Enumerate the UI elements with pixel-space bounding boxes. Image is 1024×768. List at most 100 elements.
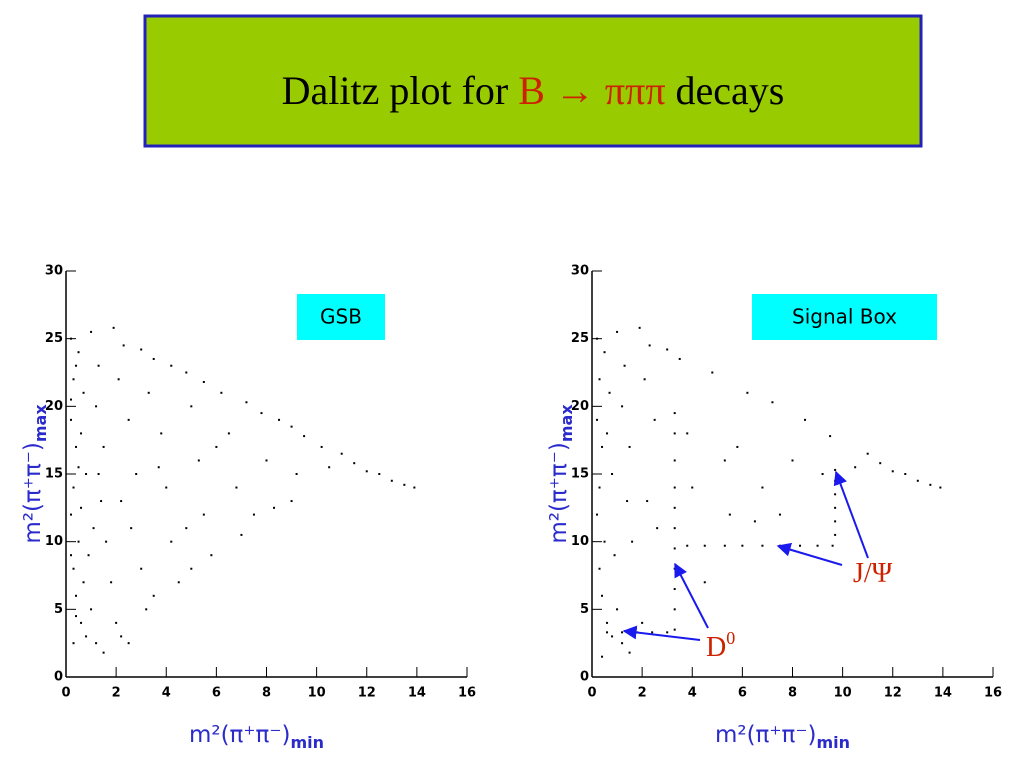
point [290,425,293,428]
point [829,435,832,438]
y-tick-label: 30 [45,264,63,279]
point [626,500,629,503]
x-tick-label: 4 [162,686,171,701]
point [80,621,83,624]
point [210,554,213,557]
point [799,544,802,547]
y-axis-label-text: m²(π⁺π⁻) [20,442,46,544]
point [160,432,163,435]
point [616,608,619,611]
y-tick-label: 5 [580,602,589,617]
point [608,391,611,394]
point [227,432,230,435]
point [120,500,123,503]
point [235,486,238,489]
point [85,635,88,638]
point [834,468,837,471]
title-box [143,14,923,148]
point [75,594,78,597]
x-tick-label: 12 [358,686,376,701]
point [87,554,90,557]
point [611,473,614,475]
legend-label: Signal Box [792,305,897,329]
point [265,459,268,462]
point [95,642,98,645]
point [831,544,834,547]
y-tick-label: 10 [45,534,63,549]
point [601,445,604,448]
point [215,445,218,448]
point [631,540,634,543]
x-axis-label: m²(π⁺π⁻)min [189,722,324,752]
point [295,473,298,475]
x-tick-label: 0 [587,686,596,701]
point [85,473,88,475]
point [596,418,599,421]
point [666,348,669,351]
point [70,554,73,557]
point [82,581,85,584]
point [413,486,416,489]
point [77,351,80,354]
point [673,412,676,415]
point [152,357,155,360]
point [703,544,706,547]
point [603,540,606,543]
point [365,470,368,473]
y-tick-label: 15 [45,467,63,482]
point [866,452,869,455]
point [686,432,689,435]
x-tick-label: 16 [984,686,1002,701]
x-tick-label: 6 [212,686,221,701]
point [290,500,293,503]
point [127,418,130,421]
point [95,405,98,408]
point [939,486,942,489]
point [122,344,125,347]
annotation-arrow [622,625,701,641]
point [606,621,609,624]
point [80,506,83,509]
x-tick-label: 2 [638,686,647,701]
y-tick-label: 0 [54,670,63,685]
point [656,527,659,530]
point [140,348,143,351]
y-tick-label: 30 [571,264,589,279]
x-tick-label: 4 [688,686,697,701]
point [70,513,73,516]
x-tick-label: 8 [788,686,797,701]
point [621,405,624,408]
point [252,513,255,516]
x-axis-label-text: m²(π⁺π⁻) [715,722,817,748]
y-tick-label: 0 [580,670,589,685]
y-axis-label: m²(π⁺π⁻)max [20,404,50,544]
point [736,445,739,448]
point [621,631,624,634]
x-tick-label: 10 [834,686,852,701]
point [673,527,676,530]
point [220,391,223,394]
point [761,544,764,547]
x-tick-label: 12 [884,686,902,701]
point [97,364,100,367]
title-highlight: B → πππ [518,68,665,113]
point [728,513,731,516]
x-tick-label: 10 [308,686,326,701]
point [117,378,120,381]
point [628,445,631,448]
point [120,635,123,638]
point [673,567,676,570]
point [673,608,676,611]
point [72,486,75,489]
legend-box [752,294,937,340]
point [112,326,115,329]
point [598,378,601,381]
annotation-text: J/Ψ [853,558,893,589]
point [202,380,205,383]
point [190,405,193,408]
y-tick-label: 5 [54,602,63,617]
point [691,486,694,489]
x-tick-label: 14 [408,686,426,701]
point [77,466,80,469]
